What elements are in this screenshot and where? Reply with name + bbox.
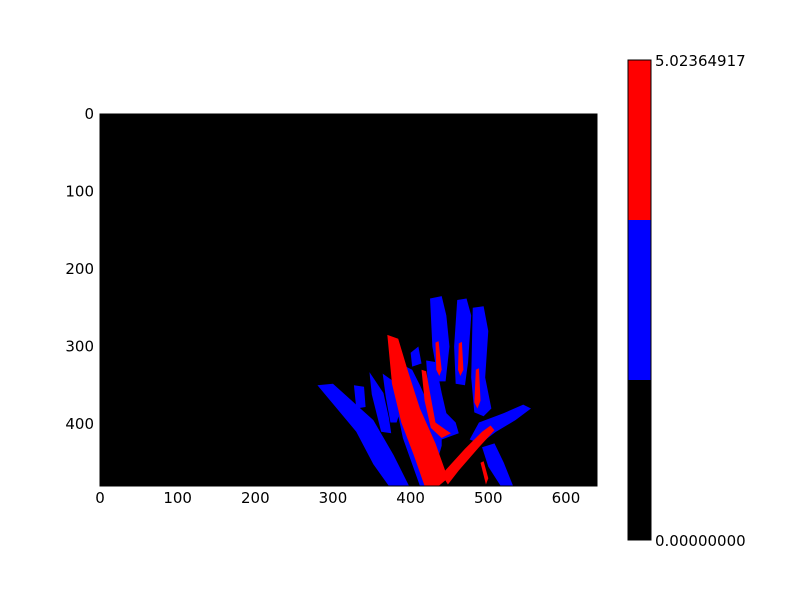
colorbar-frame — [627, 59, 652, 541]
y-tick-label: 300 — [65, 338, 94, 356]
heatmap-region — [369, 372, 392, 434]
heatmap-region — [480, 461, 489, 485]
colorbar-level — [628, 380, 651, 540]
x-tick-label: 200 — [241, 489, 270, 507]
plot-area — [99, 113, 598, 487]
colorbar: 5.02364917 0.00000000 — [627, 52, 746, 550]
heatmap-region — [435, 341, 442, 376]
heatmap-region — [457, 341, 464, 376]
x-axis: 0 100 200 300 400 500 600 — [95, 114, 580, 507]
heatmap-region — [421, 369, 452, 438]
x-tick-label: 400 — [396, 489, 425, 507]
heatmap-region — [482, 443, 514, 486]
heatmap-region — [382, 373, 402, 423]
plot-frame — [99, 113, 598, 487]
x-tick-label: 0 — [95, 489, 105, 507]
x-tick-label: 600 — [552, 489, 581, 507]
heatmap-region — [353, 385, 366, 409]
heatmap-region — [410, 346, 422, 367]
heatmap-region — [430, 296, 450, 382]
x-tick-label: 100 — [163, 489, 192, 507]
colorbar-min-label: 0.00000000 — [655, 532, 746, 550]
y-tick-label: 400 — [65, 415, 94, 433]
heatmap-regions — [317, 296, 531, 486]
colorbar-max-label: 5.02364917 — [655, 52, 746, 70]
heatmap-region — [317, 383, 410, 486]
heatmap-region — [387, 334, 448, 486]
colorbar-levels — [628, 60, 651, 540]
heatmap-region — [474, 368, 481, 409]
heatmap-region — [441, 425, 495, 485]
plot-background — [100, 114, 597, 486]
x-tick-label: 300 — [319, 489, 348, 507]
colorbar-level — [628, 60, 651, 220]
y-axis: 0 100 200 300 400 — [65, 105, 597, 433]
y-tick-label: 100 — [65, 183, 94, 201]
y-tick-label: 200 — [65, 260, 94, 278]
y-tick-label: 0 — [84, 105, 94, 123]
colorbar-level — [628, 220, 651, 380]
x-tick-label: 500 — [474, 489, 503, 507]
